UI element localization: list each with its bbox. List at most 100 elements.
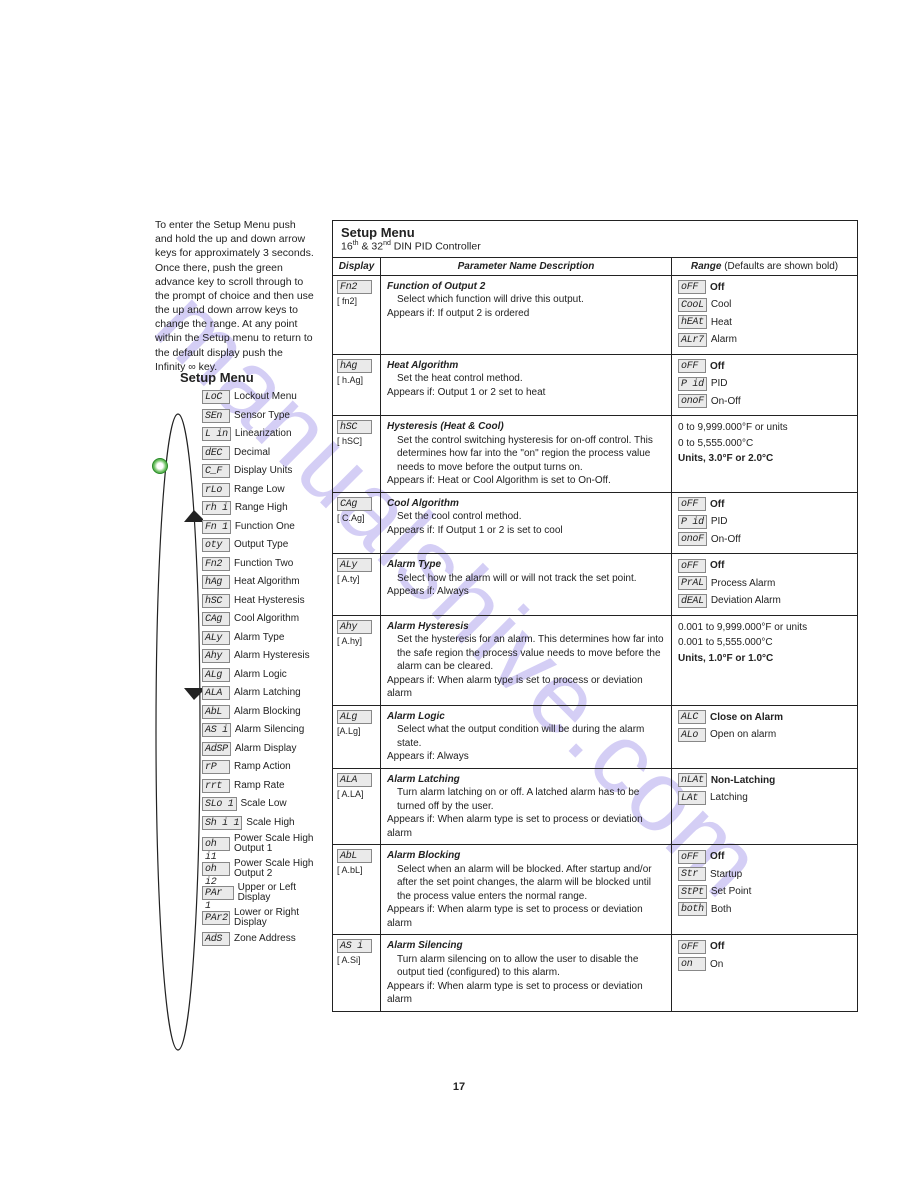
range-seg: on <box>678 957 706 971</box>
menu-item-label: Cool Algorithm <box>234 614 299 624</box>
param-desc: Select when an alarm will be blocked. Af… <box>387 863 665 904</box>
range-text-line: 0 to 5,555.000°C <box>678 436 851 452</box>
page-number: 17 <box>453 1081 465 1093</box>
param-desc: Select which function will drive this ou… <box>387 293 665 307</box>
range-seg: CooL <box>678 298 707 312</box>
range-label: Latching <box>710 790 748 806</box>
param-name: Alarm Silencing <box>387 939 665 953</box>
range-option: oFF Off <box>678 939 851 955</box>
display-seg: Fn2 <box>337 280 372 294</box>
range-label: Close on Alarm <box>710 710 783 726</box>
range-label: Off <box>710 280 724 296</box>
menu-item-label: Output Type <box>234 540 288 550</box>
table-row: ALA[ A.LA]Alarm LatchingTurn alarm latch… <box>333 769 857 846</box>
range-option: LAt Latching <box>678 790 851 806</box>
range-label: Process Alarm <box>711 576 775 592</box>
range-label: PID <box>711 514 728 530</box>
menu-item: otyOutput Type <box>202 538 322 552</box>
cell-param: Alarm LogicSelect what the output condit… <box>381 706 672 768</box>
range-option: nLAtNon-Latching <box>678 773 851 789</box>
cell-range: oFFOffCooLCoolhEAtHeatALr7Alarm <box>672 276 857 354</box>
cell-display: hSC[ hSC] <box>333 416 381 492</box>
range-option: P idPID <box>678 514 851 530</box>
cell-display: AS i[ A.Si] <box>333 935 381 1011</box>
menu-item-seg: AS i <box>202 723 231 737</box>
param-name: Function of Output 2 <box>387 280 665 294</box>
range-label: Off <box>710 558 724 574</box>
menu-item: Fn2 Function Two <box>202 557 322 571</box>
range-label: Open on alarm <box>710 727 776 743</box>
menu-item-seg: Fn2 <box>202 557 230 571</box>
range-seg: ALo <box>678 728 706 742</box>
display-seg: AbL <box>337 849 372 863</box>
menu-item: oh i2 Power Scale High Output 2 <box>202 859 322 879</box>
param-desc: Turn alarm silencing on to allow the use… <box>387 953 665 980</box>
menu-item-label: Heat Algorithm <box>234 577 300 587</box>
menu-item-label: Upper or Left Display <box>238 883 322 903</box>
cell-display: hAg[ h.Ag] <box>333 355 381 416</box>
menu-item: hAgHeat Algorithm <box>202 575 322 589</box>
range-label: PID <box>711 376 728 392</box>
range-label: Off <box>710 497 724 513</box>
menu-item-label: Scale Low <box>241 799 287 809</box>
menu-item-label: Alarm Logic <box>234 670 287 680</box>
menu-item-label: Lower or Right Display <box>234 908 322 928</box>
cell-param: Function of Output 2Select which functio… <box>381 276 672 354</box>
table-row: ALg[A.Lg]Alarm LogicSelect what the outp… <box>333 706 857 769</box>
table-title: Setup Menu <box>341 225 849 240</box>
menu-item: LoCLockout Menu <box>202 390 322 404</box>
menu-item: SLo 1Scale Low <box>202 797 322 811</box>
range-label: Off <box>710 939 724 955</box>
display-seg: hSC <box>337 420 372 434</box>
cell-param: Alarm SilencingTurn alarm silencing on t… <box>381 935 672 1011</box>
display-seg: Ahy <box>337 620 372 634</box>
menu-item-seg: dEC <box>202 446 230 460</box>
cell-param: Hysteresis (Heat & Cool)Set the control … <box>381 416 672 492</box>
range-option: hEAtHeat <box>678 315 851 331</box>
menu-item-label: Power Scale High Output 2 <box>234 859 322 879</box>
range-seg: PrAL <box>678 576 707 590</box>
range-label: Alarm <box>711 332 737 348</box>
range-seg: LAt <box>678 791 706 805</box>
table-row: hAg[ h.Ag]Heat AlgorithmSet the heat con… <box>333 355 857 417</box>
table-body: Fn2 [ fn2] Function of Output 2Select whic… <box>333 276 857 1011</box>
menu-item-seg: oh i2 <box>202 862 230 876</box>
display-sub: [ fn2] <box>337 296 376 306</box>
range-option: ALr7Alarm <box>678 332 851 348</box>
menu-item-seg: Fn 1 <box>202 520 231 534</box>
param-appears: Appears if: If output 2 is ordered <box>387 307 665 321</box>
range-seg: hEAt <box>678 315 707 329</box>
range-seg: onoF <box>678 394 707 408</box>
param-name: Cool Algorithm <box>387 497 665 511</box>
cell-display: Ahy[ A.hy] <box>333 616 381 705</box>
menu-item-label: Ramp Action <box>234 762 291 772</box>
menu-item-seg: LoC <box>202 390 230 404</box>
display-sub: [ C.Ag] <box>337 513 376 523</box>
param-appears: Appears if: When alarm type is set to pr… <box>387 980 665 1007</box>
cell-range: oFFOffP idPIDonoFOn-Off <box>672 355 857 416</box>
loop-diagram <box>153 410 203 1055</box>
range-label: Deviation Alarm <box>711 593 781 609</box>
menu-item: SEnSensor Type <box>202 409 322 423</box>
range-label: On-Off <box>711 532 741 548</box>
display-sub: [A.Lg] <box>337 726 376 736</box>
range-seg: oFF <box>678 940 706 954</box>
table-row: Fn2 [ fn2] Function of Output 2Select whic… <box>333 276 857 355</box>
col-display-header: Display <box>333 258 381 275</box>
range-text-line: Units, 1.0°F or 1.0°C <box>678 651 851 667</box>
menu-item-seg: L in <box>202 427 231 441</box>
menu-item: rLoRange Low <box>202 483 322 497</box>
menu-item-label: Function Two <box>234 559 293 569</box>
menu-item-label: Display Units <box>234 466 292 476</box>
table-column-headers: Display Parameter Name Description Range… <box>333 258 857 276</box>
range-option: ALo Open on alarm <box>678 727 851 743</box>
param-desc: Select what the output condition will be… <box>387 723 665 750</box>
menu-item-label: Power Scale High Output 1 <box>234 834 322 854</box>
menu-item: ALAAlarm Latching <box>202 686 322 700</box>
table-row: hSC[ hSC]Hysteresis (Heat & Cool)Set the… <box>333 416 857 493</box>
menu-item-seg: Ahy <box>202 649 230 663</box>
menu-item: CAgCool Algorithm <box>202 612 322 626</box>
menu-item-seg: AbL <box>202 705 230 719</box>
menu-item-seg: ALy <box>202 631 230 645</box>
range-label: Off <box>710 849 724 865</box>
